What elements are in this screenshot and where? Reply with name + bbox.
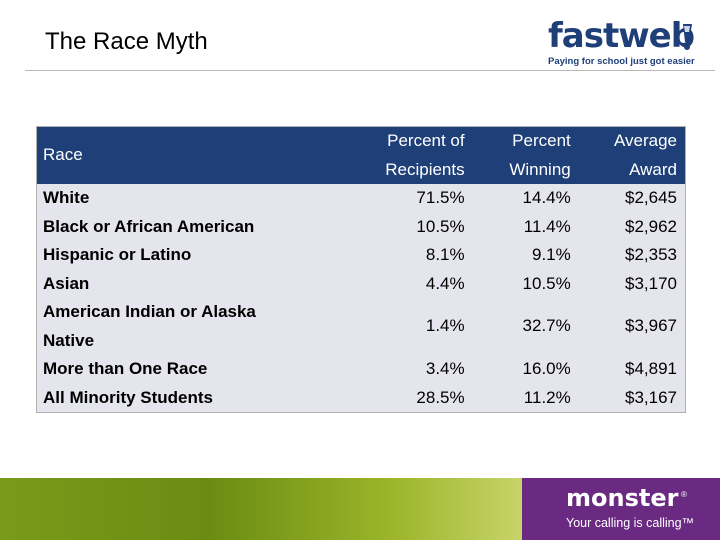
footer-green-banner bbox=[0, 478, 522, 540]
cell-percent-recipients: 4.4% bbox=[425, 273, 465, 293]
cell-percent-recipients: 8.1% bbox=[425, 245, 465, 264]
header-percent-recipients-line1: Percent of bbox=[387, 131, 465, 150]
header-percent-recipients-line2: Recipients bbox=[385, 159, 465, 179]
cell-race: Black or African American bbox=[43, 216, 255, 236]
race-statistics-table: Race Percent of Recipients Percent Winni… bbox=[36, 126, 686, 413]
cell-race: Hispanic or Latino bbox=[43, 245, 192, 264]
cell-average-award: $3,967 bbox=[625, 316, 677, 336]
fastweb-exclaim-icon bbox=[683, 24, 692, 50]
cell-percent-recipients: 28.5% bbox=[416, 387, 465, 407]
cell-race: All Minority Students bbox=[43, 387, 213, 407]
cell-race: More than One Race bbox=[43, 359, 208, 378]
table-row: White 71.5% 14.4% $2,645 bbox=[37, 184, 686, 213]
header-average-award: Average Award bbox=[578, 126, 686, 184]
cell-average-award: $2,645 bbox=[625, 188, 677, 207]
table-row: Hispanic or Latino 8.1% 9.1% $2,353 bbox=[37, 241, 686, 270]
cell-race: Asian bbox=[43, 273, 90, 293]
fastweb-wordmark: fastweb bbox=[548, 16, 695, 56]
header-percent-winning: Percent Winning bbox=[472, 126, 579, 184]
fastweb-logo: fastweb Paying for school just got easie… bbox=[548, 16, 700, 68]
title-divider bbox=[25, 70, 715, 71]
cell-race: American Indian or Alaska Native bbox=[37, 298, 319, 355]
fastweb-word-a: fast bbox=[548, 16, 619, 56]
header-average-award-line1: Average bbox=[613, 131, 677, 150]
header-average-award-line2: Award bbox=[629, 159, 677, 179]
header-percent-recipients: Percent of Recipients bbox=[318, 126, 473, 184]
cell-race-line2: Native bbox=[43, 330, 95, 350]
cell-percent-winning: 11.2% bbox=[523, 387, 571, 407]
cell-percent-winning: 14.4% bbox=[522, 188, 571, 207]
monster-tagline: Your calling is calling™ bbox=[566, 516, 695, 530]
slide-title: The Race Myth bbox=[45, 28, 208, 55]
cell-percent-recipients: 71.5% bbox=[416, 188, 465, 207]
cell-percent-winning: 10.5% bbox=[522, 273, 571, 293]
header-percent-winning-line2: Winning bbox=[509, 159, 571, 179]
cell-average-award: $2,962 bbox=[625, 216, 677, 236]
cell-percent-winning: 11.4% bbox=[523, 216, 571, 236]
table-row: Black or African American 10.5% 11.4% $2… bbox=[37, 213, 686, 242]
table-row: More than One Race 3.4% 16.0% $4,891 bbox=[37, 355, 686, 384]
monster-logo: monster bbox=[566, 484, 679, 512]
cell-average-award: $4,891 bbox=[625, 359, 677, 378]
registered-mark-icon: ® bbox=[681, 490, 687, 499]
cell-average-award: $3,170 bbox=[625, 273, 677, 293]
cell-percent-recipients: 3.4% bbox=[425, 359, 465, 378]
table-row: Asian 4.4% 10.5% $3,170 bbox=[37, 270, 686, 299]
table-header-row: Race Percent of Recipients Percent Winni… bbox=[36, 126, 686, 184]
cell-race-line1: American Indian or Alaska bbox=[43, 302, 256, 321]
table-row: American Indian or Alaska Native 1.4% 32… bbox=[37, 298, 686, 355]
fastweb-tagline: Paying for school just got easier bbox=[548, 56, 695, 67]
header-race: Race bbox=[36, 126, 319, 184]
cell-percent-winning: 32.7% bbox=[522, 316, 571, 336]
footer-monster-panel bbox=[522, 478, 720, 540]
cell-percent-winning: 16.0% bbox=[522, 359, 571, 378]
cell-average-award: $3,167 bbox=[625, 387, 677, 407]
table-row: All Minority Students 28.5% 11.2% $3,167 bbox=[37, 384, 686, 413]
cell-percent-winning: 9.1% bbox=[532, 245, 571, 264]
header-percent-winning-line1: Percent bbox=[512, 131, 571, 150]
cell-percent-recipients: 1.4% bbox=[425, 316, 465, 336]
cell-race: White bbox=[43, 188, 90, 207]
fastweb-word-b: web bbox=[618, 16, 695, 56]
cell-average-award: $2,353 bbox=[625, 245, 677, 264]
cell-percent-recipients: 10.5% bbox=[416, 216, 465, 236]
